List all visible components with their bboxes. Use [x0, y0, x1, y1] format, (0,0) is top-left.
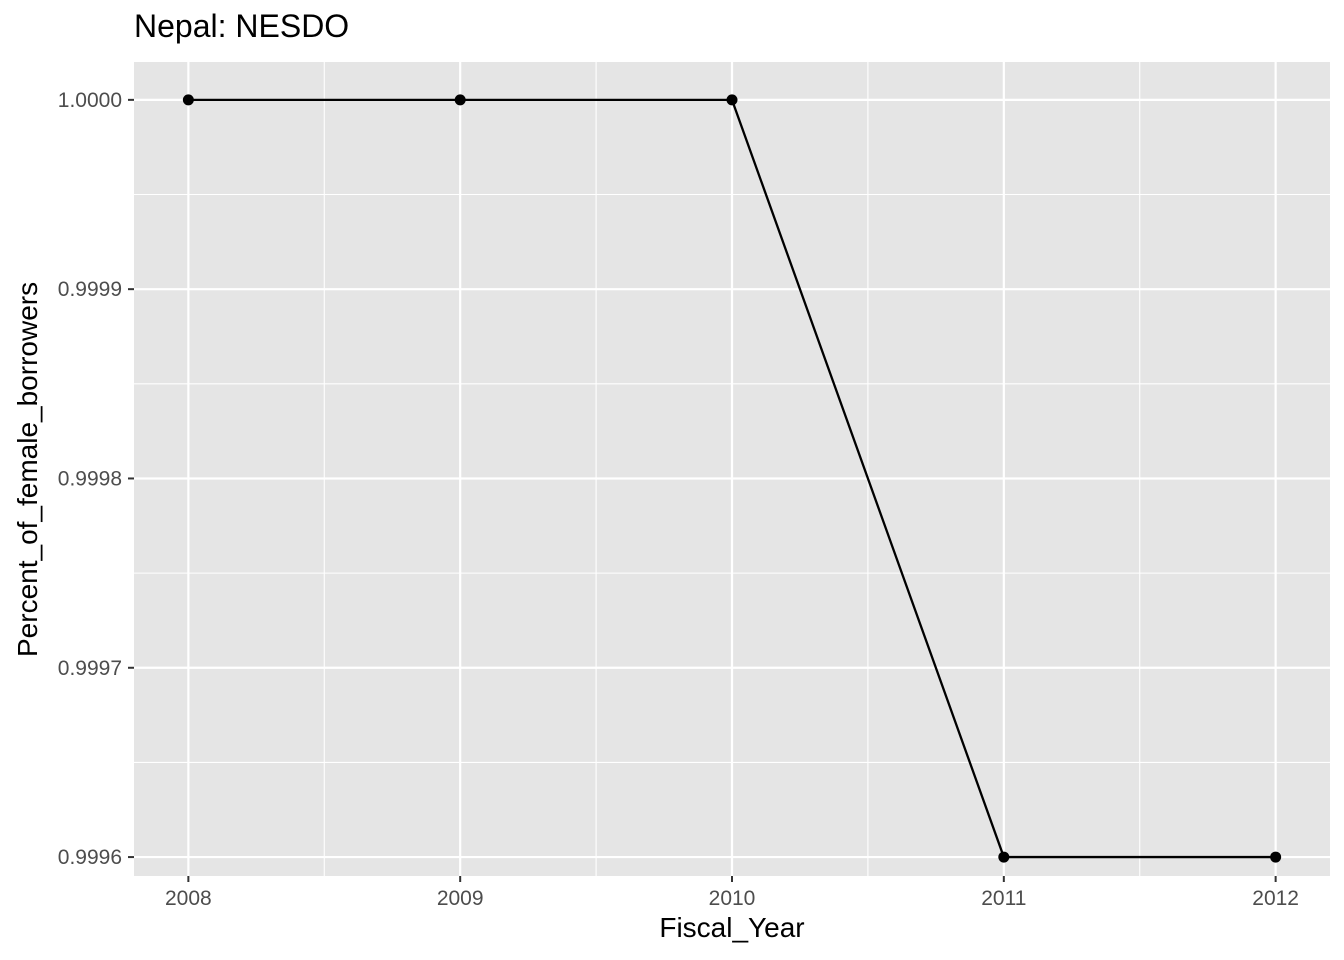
y-tick-label: 0.9999 — [58, 278, 122, 301]
x-tick-label: 2009 — [437, 887, 484, 910]
x-tick-label: 2011 — [981, 887, 1026, 910]
y-tick-label: 0.9996 — [58, 846, 122, 869]
x-axis-label: Fiscal_Year — [659, 912, 805, 943]
data-point — [726, 94, 738, 106]
x-tick-label: 2012 — [1252, 887, 1299, 910]
data-point — [1270, 851, 1282, 863]
y-axis-label: Percent_of_female_borrowers — [12, 281, 43, 657]
x-tick-label: 2010 — [709, 887, 756, 910]
chart-title: Nepal: NESDO — [134, 8, 350, 44]
y-tick-label: 1.0000 — [58, 89, 122, 112]
data-point — [182, 94, 194, 106]
data-point — [454, 94, 466, 106]
x-tick-label: 2008 — [165, 887, 212, 910]
y-axis-ticks: 0.9996 0.9997 0.9998 0.9999 1.0000 — [58, 89, 134, 869]
y-tick-label: 0.9997 — [58, 657, 122, 680]
series-layer — [182, 94, 1282, 863]
data-point — [998, 851, 1010, 863]
y-tick-label: 0.9998 — [58, 467, 122, 490]
x-axis-ticks: 2008 2009 2010 2011 2012 — [165, 876, 1299, 910]
